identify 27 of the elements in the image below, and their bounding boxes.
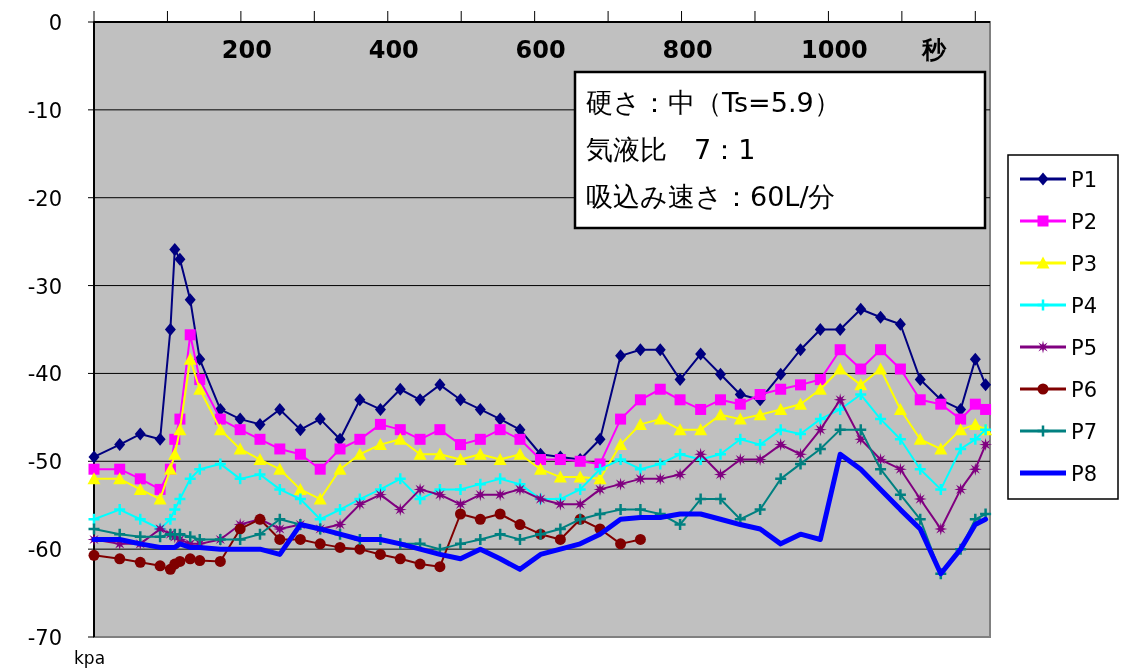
legend-label: P7 <box>1071 420 1098 444</box>
legend-label: P8 <box>1071 462 1098 486</box>
x-tick-label: 1000 <box>801 36 868 64</box>
annotation: 硬さ：中（Ts=5.9） <box>586 87 841 118</box>
legend-label: P3 <box>1071 252 1098 276</box>
legend-label: P2 <box>1071 210 1098 234</box>
legend-label: P6 <box>1071 378 1098 402</box>
x-tick-label: 400 <box>368 36 419 64</box>
legend-label: P4 <box>1071 294 1098 318</box>
y-tick-label: 0 <box>48 11 62 35</box>
y-tick-label: -10 <box>27 98 62 123</box>
y-tick-label: -20 <box>27 186 62 211</box>
x-tick-label: 800 <box>662 36 713 64</box>
x-tick-label: 600 <box>515 36 566 64</box>
legend-label: P5 <box>1071 336 1098 360</box>
annotation: 気液比 7：1 <box>586 134 756 165</box>
annotation-box: 硬さ：中（Ts=5.9） 気液比 7：1 吸込み速さ：60L/分 <box>573 70 987 230</box>
x-tick-label: 200 <box>221 36 272 64</box>
y-tick-label: -50 <box>27 450 62 475</box>
y-tick-label: -60 <box>27 538 62 563</box>
y-tick-label: -40 <box>27 362 62 387</box>
legend-label: P1 <box>1071 168 1098 192</box>
y-tick-label: -70 <box>27 626 62 650</box>
annotation: 吸込み速さ：60L/分 <box>586 181 836 212</box>
y-tick-label: -30 <box>27 274 62 299</box>
x-axis-title: 秒 <box>921 36 947 64</box>
y-axis-title: kpa <box>74 648 106 668</box>
